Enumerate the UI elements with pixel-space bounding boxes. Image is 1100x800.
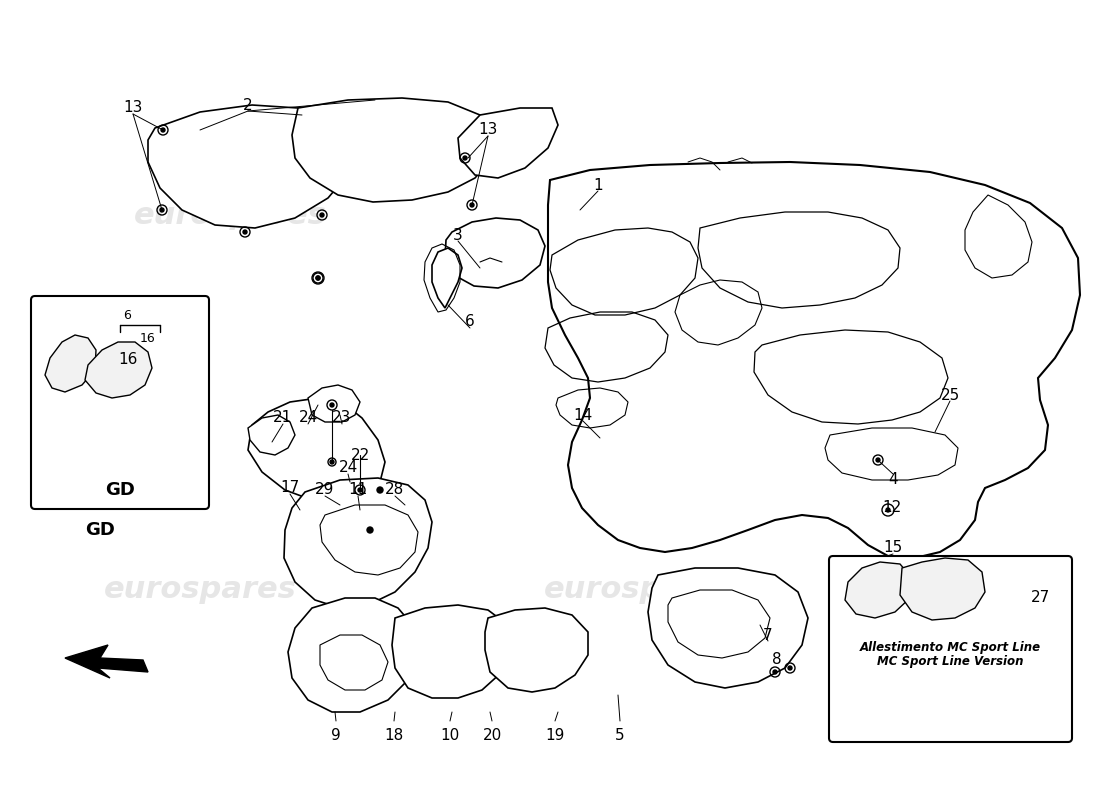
Text: 28: 28 bbox=[385, 482, 405, 498]
Text: 22: 22 bbox=[351, 447, 370, 462]
Text: eurospares: eurospares bbox=[553, 201, 747, 230]
Text: 13: 13 bbox=[478, 122, 497, 138]
Text: eurospares: eurospares bbox=[543, 575, 736, 605]
Text: 21: 21 bbox=[274, 410, 293, 426]
Circle shape bbox=[330, 460, 334, 464]
Polygon shape bbox=[248, 398, 385, 502]
Text: 27: 27 bbox=[1031, 590, 1049, 606]
Text: 16: 16 bbox=[119, 353, 138, 367]
Polygon shape bbox=[900, 558, 984, 620]
Text: 25: 25 bbox=[940, 387, 959, 402]
Text: 13: 13 bbox=[123, 101, 143, 115]
Polygon shape bbox=[148, 105, 355, 228]
Polygon shape bbox=[65, 645, 148, 678]
Circle shape bbox=[463, 156, 467, 160]
Polygon shape bbox=[432, 248, 462, 308]
Circle shape bbox=[788, 666, 792, 670]
Text: 6: 6 bbox=[123, 309, 131, 322]
Polygon shape bbox=[45, 335, 96, 392]
Circle shape bbox=[367, 527, 373, 533]
Polygon shape bbox=[248, 415, 295, 455]
Polygon shape bbox=[284, 478, 432, 608]
Polygon shape bbox=[392, 605, 512, 698]
Polygon shape bbox=[485, 608, 588, 692]
Polygon shape bbox=[845, 562, 912, 618]
Text: MC Sport Line Version: MC Sport Line Version bbox=[877, 655, 1023, 669]
Text: 1: 1 bbox=[593, 178, 603, 193]
Text: 10: 10 bbox=[440, 727, 460, 742]
Text: 24: 24 bbox=[298, 410, 318, 426]
Text: 8: 8 bbox=[772, 653, 782, 667]
Circle shape bbox=[320, 213, 324, 217]
Circle shape bbox=[160, 208, 164, 212]
Text: 17: 17 bbox=[280, 481, 299, 495]
Text: 19: 19 bbox=[546, 727, 564, 742]
Circle shape bbox=[865, 589, 871, 595]
Text: 24: 24 bbox=[339, 461, 358, 475]
Polygon shape bbox=[308, 385, 360, 422]
Polygon shape bbox=[458, 108, 558, 178]
Circle shape bbox=[892, 612, 898, 618]
Text: 14: 14 bbox=[573, 407, 593, 422]
Polygon shape bbox=[446, 218, 544, 288]
Circle shape bbox=[116, 365, 121, 371]
Text: 23: 23 bbox=[332, 410, 352, 426]
Circle shape bbox=[965, 605, 971, 611]
Text: 18: 18 bbox=[384, 727, 404, 742]
Circle shape bbox=[470, 203, 474, 207]
Text: GD: GD bbox=[85, 521, 114, 539]
Circle shape bbox=[161, 128, 165, 132]
Text: 15: 15 bbox=[883, 541, 903, 555]
Polygon shape bbox=[548, 162, 1080, 558]
Text: 20: 20 bbox=[483, 727, 502, 742]
Text: 6: 6 bbox=[465, 314, 475, 330]
Circle shape bbox=[330, 403, 334, 407]
Text: Allestimento MC Sport Line: Allestimento MC Sport Line bbox=[859, 642, 1041, 654]
Text: 2: 2 bbox=[243, 98, 253, 113]
Polygon shape bbox=[85, 342, 152, 398]
Circle shape bbox=[69, 362, 75, 368]
Polygon shape bbox=[288, 598, 418, 712]
Circle shape bbox=[377, 487, 383, 493]
Text: 12: 12 bbox=[882, 501, 902, 515]
Text: 5: 5 bbox=[615, 727, 625, 742]
Text: 7: 7 bbox=[763, 627, 773, 642]
Text: 16: 16 bbox=[140, 332, 156, 345]
Circle shape bbox=[886, 508, 890, 512]
Polygon shape bbox=[648, 568, 808, 688]
Circle shape bbox=[773, 670, 777, 674]
Text: 11: 11 bbox=[349, 482, 367, 498]
Text: 29: 29 bbox=[316, 482, 334, 498]
Circle shape bbox=[243, 230, 248, 234]
Circle shape bbox=[876, 458, 880, 462]
FancyBboxPatch shape bbox=[829, 556, 1072, 742]
Circle shape bbox=[142, 369, 148, 375]
Circle shape bbox=[122, 387, 128, 393]
Text: eurospares: eurospares bbox=[133, 201, 327, 230]
Polygon shape bbox=[292, 98, 495, 202]
Text: 4: 4 bbox=[888, 473, 898, 487]
Circle shape bbox=[316, 276, 320, 280]
FancyBboxPatch shape bbox=[31, 296, 209, 509]
Circle shape bbox=[316, 276, 320, 280]
Text: 3: 3 bbox=[453, 227, 463, 242]
Text: eurospares: eurospares bbox=[103, 575, 296, 605]
Circle shape bbox=[358, 488, 362, 492]
Text: GD: GD bbox=[106, 481, 135, 499]
Text: 9: 9 bbox=[331, 727, 341, 742]
Circle shape bbox=[935, 587, 940, 593]
